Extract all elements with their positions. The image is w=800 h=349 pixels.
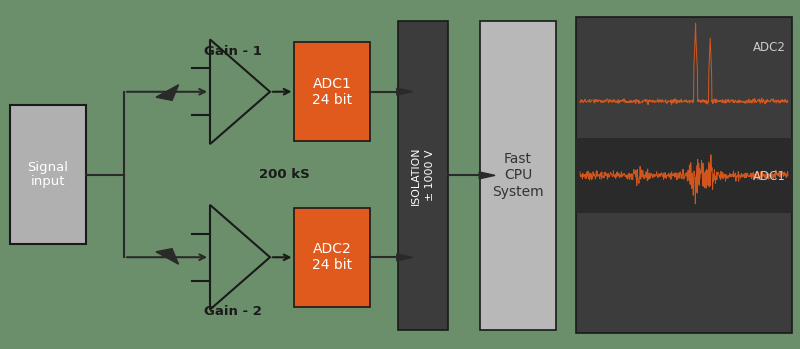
- Polygon shape: [210, 39, 270, 144]
- Text: 200 kS: 200 kS: [258, 168, 310, 181]
- Polygon shape: [397, 254, 413, 261]
- Bar: [294, 208, 370, 307]
- Text: Gain - 2: Gain - 2: [204, 305, 262, 318]
- Bar: [294, 42, 370, 141]
- Text: Gain - 1: Gain - 1: [204, 45, 262, 58]
- Text: Fast
CPU
System: Fast CPU System: [492, 152, 544, 199]
- Text: Signal
input: Signal input: [27, 161, 68, 188]
- Text: ADC1
24 bit: ADC1 24 bit: [312, 76, 353, 107]
- Bar: [398, 21, 448, 330]
- Bar: [10, 105, 86, 244]
- Polygon shape: [156, 85, 178, 101]
- Text: ADC1: ADC1: [753, 170, 786, 183]
- Polygon shape: [210, 205, 270, 310]
- Bar: [576, 17, 792, 333]
- Polygon shape: [156, 248, 178, 264]
- Bar: [576, 138, 792, 213]
- Text: ADC2
24 bit: ADC2 24 bit: [312, 242, 353, 273]
- Polygon shape: [397, 88, 413, 95]
- Text: ISOLATION
± 1000 V: ISOLATION ± 1000 V: [410, 146, 435, 205]
- Text: ADC2: ADC2: [753, 40, 786, 54]
- Polygon shape: [479, 172, 495, 179]
- Bar: [480, 21, 556, 330]
